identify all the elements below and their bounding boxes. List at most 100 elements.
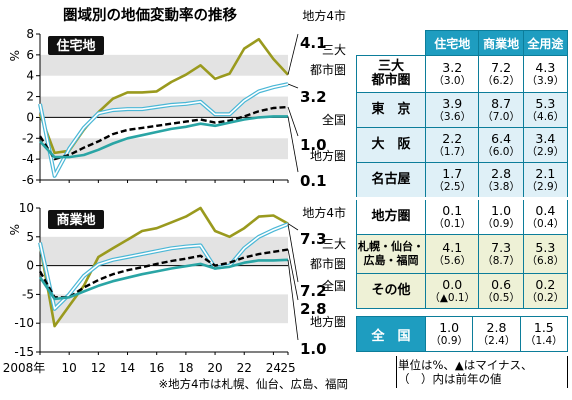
prev-value: （5.6）: [433, 255, 472, 267]
value: 8.7: [491, 96, 512, 111]
series-name: 全国: [322, 112, 346, 127]
prev-value: （6.2）: [482, 75, 520, 87]
series-end-value: 4.1: [300, 34, 327, 52]
series-name: 都市圏: [310, 62, 346, 77]
table-cell: 2.8 （3.8）: [478, 162, 524, 199]
table-cell: 3.2 （3.0）: [424, 55, 480, 93]
value: 6.4: [491, 131, 512, 146]
row-label-line: 三大: [377, 59, 404, 74]
y-tick-label: 6: [26, 48, 34, 62]
leader-line: [287, 33, 299, 75]
series-end-value: 2.8: [300, 300, 327, 318]
prev-value: （3.6）: [433, 111, 472, 123]
y-tick-label: -6: [22, 173, 34, 187]
table-cell: 8.7 （7.0）: [478, 92, 524, 128]
table-cell: 2.2 （1.7）: [424, 127, 480, 163]
col-header-residential: 住宅地: [424, 30, 480, 56]
series-line: [38, 258, 289, 301]
row-label-line: 都市圏: [371, 73, 411, 88]
leader-line: [287, 106, 299, 137]
prev-value: （1.4）: [524, 335, 563, 347]
col-header-all: 全用途: [522, 30, 569, 56]
table-row: 東 京 3.9 （3.6） 8.7 （7.0） 5.3 （4.6）: [356, 92, 569, 128]
y-tick-label: 10: [19, 201, 34, 215]
row-label: 名古屋: [356, 162, 426, 199]
value: 0.2: [535, 277, 556, 292]
table-cell: 4.3 （3.9）: [522, 55, 569, 93]
prev-value: （0.5）: [482, 292, 520, 304]
y-tick-label: 5: [26, 230, 34, 244]
rate-table: 住宅地 商業地 全用途 三大 都市圏 3.2 （3.0） 7.2 （6.2） 4.3 （3.9…: [356, 30, 569, 309]
x-tick-label: 10: [62, 361, 77, 375]
y-tick-label: -4: [22, 152, 34, 166]
value: 4.3: [535, 60, 556, 75]
leader-line: [287, 83, 299, 89]
row-label-line: その他: [371, 283, 411, 298]
value: 7.2: [491, 60, 512, 75]
row-label: 大 阪: [356, 127, 426, 163]
series-line: [39, 223, 289, 310]
value: 0.1: [442, 203, 463, 218]
panel-label: 商業地: [56, 212, 95, 228]
prev-value: （▲0.1）: [429, 292, 476, 304]
cell-national-all: 1.5 （1.4）: [519, 316, 569, 352]
value: 1.7: [442, 166, 463, 181]
series-end-value: 1.0: [300, 136, 327, 154]
cell-national-residential: 1.0 （0.9）: [424, 316, 474, 352]
row-label-line: 札幌・仙台・: [358, 240, 424, 253]
prev-value: （0.2）: [526, 292, 565, 304]
prev-value: （0.1）: [433, 218, 472, 230]
value: 2.1: [535, 166, 556, 181]
row-label: 三大 都市圏: [356, 55, 426, 93]
x-tick-label: 14: [120, 361, 135, 375]
prev-value: （2.9）: [526, 146, 565, 158]
cell-national-commercial: 2.8 （2.4）: [472, 316, 521, 352]
y-tick-label: -5: [22, 287, 34, 301]
row-label-line: 地方圏: [371, 209, 411, 224]
row-label-line: 名古屋: [371, 172, 411, 187]
prev-value: （0.4）: [526, 218, 565, 230]
value: 4.1: [442, 240, 463, 255]
table-row: その他 0.0 （▲0.1） 0.6 （0.5） 0.2 （0.2）: [356, 273, 569, 309]
series-end-value: 1.0: [300, 340, 327, 358]
x-tick-label: 18: [178, 361, 193, 375]
y-tick-label: -2: [22, 131, 34, 145]
value: 5.3: [535, 240, 556, 255]
series-name: 全国: [322, 278, 346, 293]
table-corner: [356, 30, 426, 56]
table-cell: 0.2 （0.2）: [522, 273, 569, 309]
prev-value: （4.6）: [526, 111, 565, 123]
row-label-national: 全 国: [356, 316, 426, 352]
grid-band: [40, 54, 288, 76]
series-name: 三大: [322, 237, 346, 251]
x-tick-label: 22: [237, 361, 252, 375]
row-label: 地方圏: [356, 198, 426, 235]
y-tick-label: 0: [26, 110, 34, 124]
leader-line: [287, 224, 299, 283]
y-tick-label: -10: [14, 316, 34, 330]
value: 1.5: [533, 320, 554, 335]
row-label: その他: [356, 273, 426, 309]
prev-value: （2.9）: [526, 181, 565, 193]
leader-line: [287, 249, 299, 301]
series-end-value: 3.2: [300, 88, 327, 106]
row-label: 東 京: [356, 92, 426, 128]
x-tick-label: 25: [280, 361, 295, 375]
x-tick-label: 20: [207, 361, 222, 375]
prev-value: （8.7）: [482, 255, 520, 267]
x-tick-label: 24: [266, 361, 281, 375]
table-cell: 1.7 （2.5）: [424, 162, 480, 199]
table-cell: 4.1 （5.6）: [424, 234, 480, 274]
prev-value: （7.0）: [482, 111, 520, 123]
value: 2.8: [486, 320, 507, 335]
panel-label-bg: [48, 36, 104, 55]
prev-value: （6.0）: [482, 146, 520, 158]
prev-value: （0.9）: [482, 218, 520, 230]
footnote: ※地方4市は札幌、仙台、広島、福岡: [159, 377, 348, 391]
leader-line: [287, 223, 299, 231]
value: 3.2: [442, 60, 463, 75]
series-line: [38, 105, 289, 161]
table-cell: 3.4 （2.9）: [522, 127, 569, 163]
table-cell: 5.3 （4.6）: [522, 92, 569, 128]
row-label-line: 大 阪: [371, 137, 411, 152]
